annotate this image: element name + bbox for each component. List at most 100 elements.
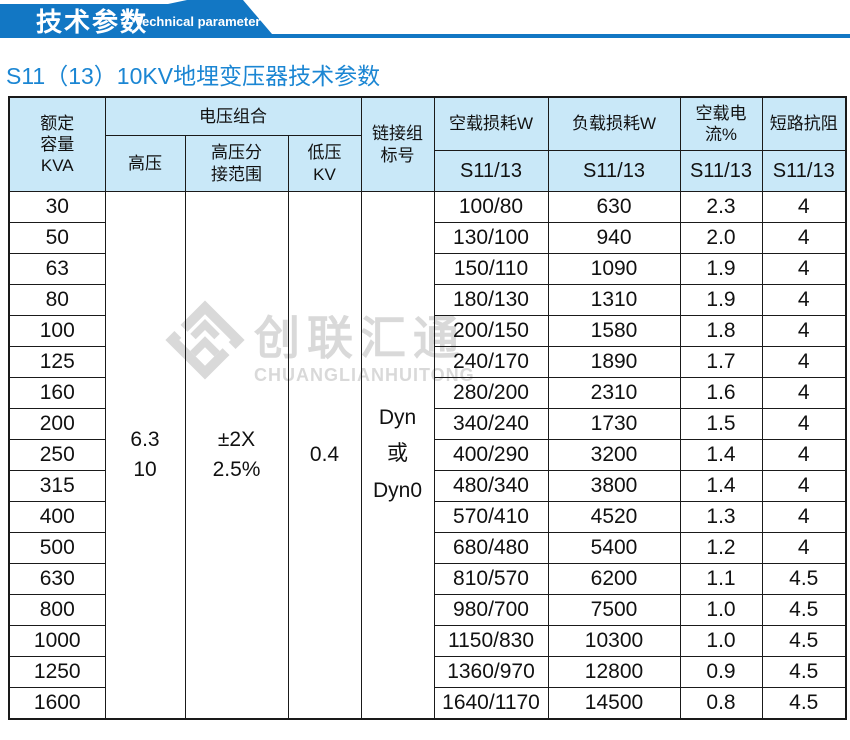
- cell-load-loss: 14500: [547, 687, 681, 719]
- cell-vector-group-value: Dyn 或 Dyn0: [360, 191, 435, 719]
- cell-no-load-current: 1.0: [679, 625, 763, 657]
- cell-no-load-current: 0.9: [679, 656, 763, 688]
- cell-no-load-current: 1.6: [679, 377, 763, 409]
- page-title: S11（13）10KV地埋变压器技术参数: [6, 63, 381, 89]
- header-voltage-combo: 电压组合: [104, 96, 362, 137]
- cell-no-load-loss: 680/480: [433, 532, 549, 564]
- cell-no-load-current: 1.9: [679, 284, 763, 316]
- banner-title: 技术参数: [36, 7, 149, 37]
- cell-no-load-current: 1.9: [679, 253, 763, 285]
- cell-lv-value: 0.4: [287, 191, 362, 719]
- cell-load-loss: 3800: [547, 470, 681, 502]
- header-vector-group: 链接组 标号: [360, 96, 435, 192]
- cell-no-load-current: 1.0: [679, 594, 763, 626]
- cell-no-load-current: 1.5: [679, 408, 763, 440]
- cell-no-load-loss: 340/240: [433, 408, 549, 440]
- parameter-table: 额定 容量 KVA 电压组合 链接组 标号 空载损耗W S11/13 负载损耗W…: [8, 96, 847, 720]
- cell-no-load-loss: 810/570: [433, 563, 549, 595]
- cell-load-loss: 1090: [547, 253, 681, 285]
- cell-load-loss: 940: [547, 222, 681, 254]
- cell-no-load-current: 1.8: [679, 315, 763, 347]
- cell-kva: 630: [8, 563, 106, 595]
- header-no-load-loss-label: 空载损耗W: [448, 114, 534, 134]
- header-load-loss-series: S11/13: [548, 150, 680, 191]
- cell-kva: 1600: [8, 687, 106, 719]
- cell-no-load-current: 0.8: [679, 687, 763, 719]
- banner: 技术参数 Technical parameter: [0, 0, 300, 37]
- cell-kva: 30: [8, 191, 106, 223]
- cell-impedance: 4.5: [761, 594, 847, 626]
- header-load-loss: 负载损耗W S11/13: [547, 96, 681, 192]
- cell-kva: 250: [8, 439, 106, 471]
- table-row: 30 6.3 10 ±2X 2.5% 0.4 Dyn 或 Dyn0 100/80 630 2.…: [8, 191, 847, 719]
- cell-kva: 200: [8, 408, 106, 440]
- cell-impedance: 4: [761, 377, 847, 409]
- cell-impedance: 4: [761, 284, 847, 316]
- cell-no-load-current: 2.0: [679, 222, 763, 254]
- cell-no-load-loss: 200/150: [433, 315, 549, 347]
- cell-impedance: 4.5: [761, 563, 847, 595]
- cell-kva: 400: [8, 501, 106, 533]
- cell-impedance: 4.5: [761, 625, 847, 657]
- cell-load-loss: 7500: [547, 594, 681, 626]
- cell-load-loss: 5400: [547, 532, 681, 564]
- header-capacity: 额定 容量 KVA: [8, 96, 106, 192]
- cell-no-load-loss: 240/170: [433, 346, 549, 378]
- table-header: 额定 容量 KVA 电压组合 链接组 标号 空载损耗W S11/13 负载损耗W…: [8, 96, 847, 192]
- table-row: 1250 1360/970 12800 0.9 4.5: [8, 656, 847, 688]
- banner-subtitle: Technical parameter: [135, 14, 261, 29]
- cell-no-load-loss: 570/410: [433, 501, 549, 533]
- cell-impedance: 4: [761, 470, 847, 502]
- cell-impedance: 4: [761, 501, 847, 533]
- header-load-loss-label: 负载损耗W: [571, 114, 657, 134]
- cell-kva: 125: [8, 346, 106, 378]
- cell-load-loss: 630: [547, 191, 681, 223]
- cell-kva: 160: [8, 377, 106, 409]
- header-hv: 高压: [104, 135, 186, 192]
- cell-impedance: 4: [761, 439, 847, 471]
- cell-no-load-current: 1.3: [679, 501, 763, 533]
- cell-kva: 800: [8, 594, 106, 626]
- cell-hv-value: 6.3 10: [104, 191, 186, 719]
- cell-kva: 100: [8, 315, 106, 347]
- cell-kva: 500: [8, 532, 106, 564]
- cell-no-load-loss: 980/700: [433, 594, 549, 626]
- cell-no-load-loss: 150/110: [433, 253, 549, 285]
- cell-no-load-loss: 1360/970: [433, 656, 549, 688]
- table-row: 1000 1150/830 10300 1.0 4.5: [8, 625, 847, 657]
- cell-load-loss: 1730: [547, 408, 681, 440]
- cell-no-load-loss: 480/340: [433, 470, 549, 502]
- table-row: 80 180/130 1310 1.9 4: [8, 284, 847, 316]
- cell-kva: 1250: [8, 656, 106, 688]
- cell-load-loss: 2310: [547, 377, 681, 409]
- cell-kva: 50: [8, 222, 106, 254]
- cell-no-load-loss: 1150/830: [433, 625, 549, 657]
- header-no-load-loss: 空载损耗W S11/13: [433, 96, 549, 192]
- cell-impedance: 4.5: [761, 687, 847, 719]
- cell-no-load-current: 1.2: [679, 532, 763, 564]
- table-row: 63 150/110 1090 1.9 4: [8, 253, 847, 285]
- header-hv-tap: 高压分 接范围: [184, 135, 289, 192]
- table-row: 200 340/240 1730 1.5 4: [8, 408, 847, 440]
- cell-load-loss: 12800: [547, 656, 681, 688]
- cell-no-load-current: 1.4: [679, 470, 763, 502]
- header-lv: 低压 KV: [287, 135, 362, 192]
- cell-impedance: 4.5: [761, 656, 847, 688]
- cell-no-load-current: 1.7: [679, 346, 763, 378]
- table-row: 630 810/570 6200 1.1 4.5: [8, 563, 847, 595]
- table-row: 250 400/290 3200 1.4 4: [8, 439, 847, 471]
- table-body: 30 6.3 10 ±2X 2.5% 0.4 Dyn 或 Dyn0 100/80 630 2.…: [8, 191, 847, 719]
- header-impedance: 短路抗阻 S11/13: [761, 96, 847, 192]
- cell-no-load-loss: 180/130: [433, 284, 549, 316]
- cell-load-loss: 10300: [547, 625, 681, 657]
- table-row: 800 980/700 7500 1.0 4.5: [8, 594, 847, 626]
- cell-impedance: 4: [761, 191, 847, 223]
- cell-kva: 315: [8, 470, 106, 502]
- cell-load-loss: 1580: [547, 315, 681, 347]
- header-no-load-current: 空载电流% S11/13: [679, 96, 763, 192]
- cell-kva: 80: [8, 284, 106, 316]
- cell-hv-tap-value: ±2X 2.5%: [184, 191, 289, 719]
- banner-underline: [0, 34, 850, 38]
- header-no-load-current-label: 空载电流%: [695, 103, 747, 144]
